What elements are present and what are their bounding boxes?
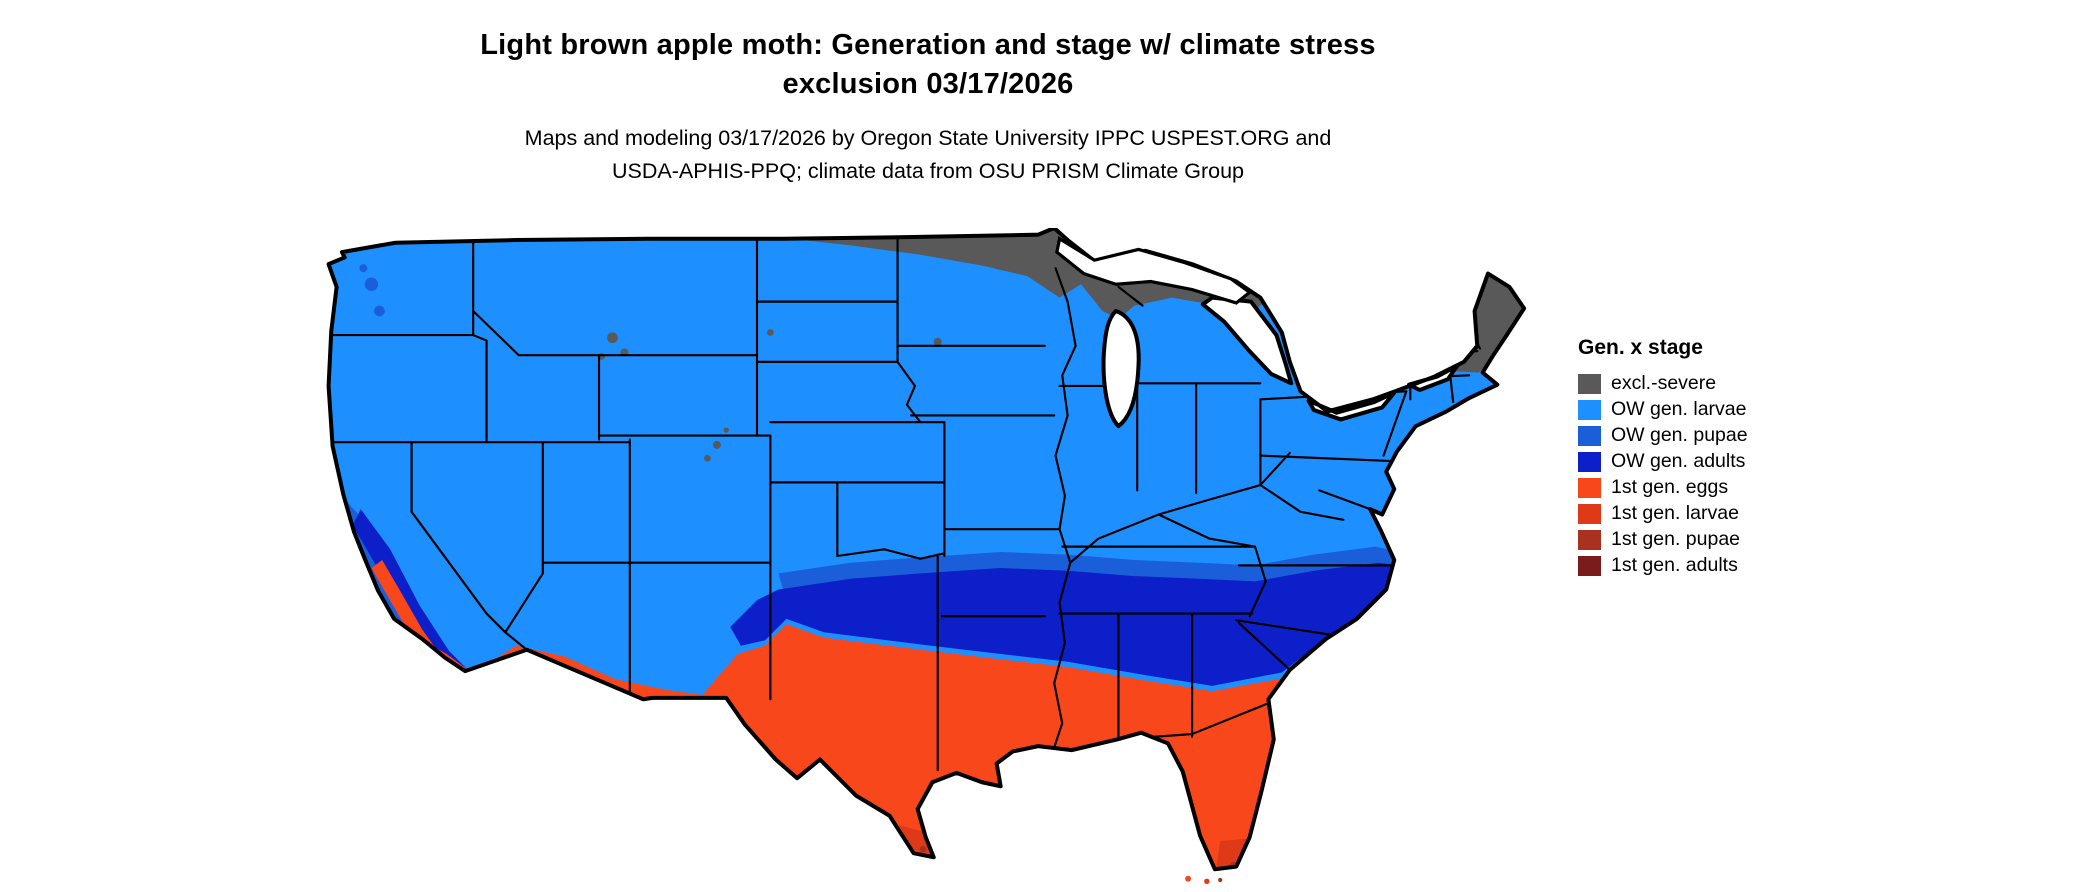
map-subtitle-line2: USDA-APHIS-PPQ; climate data from OSU PR… bbox=[611, 159, 1245, 183]
legend-label: 1st gen. eggs bbox=[1611, 476, 1729, 498]
legend-item-1st-larvae: 1st gen. larvae bbox=[1578, 503, 1748, 524]
us-outline bbox=[326, 228, 1527, 872]
legend-title: Gen. x stage bbox=[1578, 336, 1703, 359]
map-title-line1: Light brown apple moth: Generation and s… bbox=[480, 29, 1376, 61]
zone-excl-rockies-spots bbox=[598, 329, 942, 462]
legend-swatch-ow-pupae bbox=[1578, 425, 1601, 446]
us-map bbox=[326, 228, 1527, 884]
zone-owpupae-cascades bbox=[359, 264, 385, 317]
zone-eggs-central-valley bbox=[371, 560, 436, 654]
legend-label: OW gen. pupae bbox=[1611, 424, 1748, 446]
legend-swatch-ow-adults bbox=[1578, 451, 1601, 472]
legend-swatch-1st-larvae bbox=[1578, 503, 1601, 524]
map-title-line2: exclusion 03/17/2026 bbox=[782, 68, 1074, 100]
legend-item-excl-severe: excl.-severe bbox=[1578, 373, 1748, 394]
legend-label: 1st gen. larvae bbox=[1611, 502, 1739, 524]
legend-item-ow-larvae: OW gen. larvae bbox=[1578, 399, 1748, 420]
legend-label: 1st gen. adults bbox=[1611, 554, 1738, 576]
legend-swatch-1st-eggs bbox=[1578, 477, 1601, 498]
zone-owadults-south-band bbox=[730, 562, 1405, 686]
legend-item-1st-adults: 1st gen. adults bbox=[1578, 555, 1748, 576]
legend-item-ow-pupae: OW gen. pupae bbox=[1578, 425, 1748, 446]
zone-owpupae-south-strip bbox=[778, 546, 1403, 593]
header: Light brown apple moth: Generation and s… bbox=[0, 26, 1856, 188]
map-subtitle: Maps and modeling 03/17/2026 by Oregon S… bbox=[0, 122, 1856, 188]
zone-owadults-california bbox=[352, 509, 479, 689]
legend-label: excl.-severe bbox=[1611, 372, 1717, 394]
legend-item-ow-adults: OW gen. adults bbox=[1578, 451, 1748, 472]
legend-label: OW gen. adults bbox=[1611, 450, 1746, 472]
map-subtitle-line1: Maps and modeling 03/17/2026 by Oregon S… bbox=[524, 126, 1332, 150]
legend: Gen. x stage excl.-severe OW gen. larvae… bbox=[1578, 336, 1748, 581]
legend-item-1st-eggs: 1st gen. eggs bbox=[1578, 477, 1748, 498]
legend-swatch-1st-adults bbox=[1578, 555, 1601, 576]
legend-swatch-excl-severe bbox=[1578, 373, 1601, 394]
us-map-container bbox=[315, 228, 1527, 884]
legend-item-1st-pupae: 1st gen. pupae bbox=[1578, 529, 1748, 550]
legend-label: OW gen. larvae bbox=[1611, 398, 1747, 420]
legend-label: 1st gen. pupae bbox=[1611, 528, 1741, 550]
legend-swatch-ow-larvae bbox=[1578, 399, 1601, 420]
lake-superior bbox=[1055, 236, 1253, 305]
legend-swatch-1st-pupae bbox=[1578, 529, 1601, 550]
florida-keys-spots bbox=[1185, 875, 1223, 884]
